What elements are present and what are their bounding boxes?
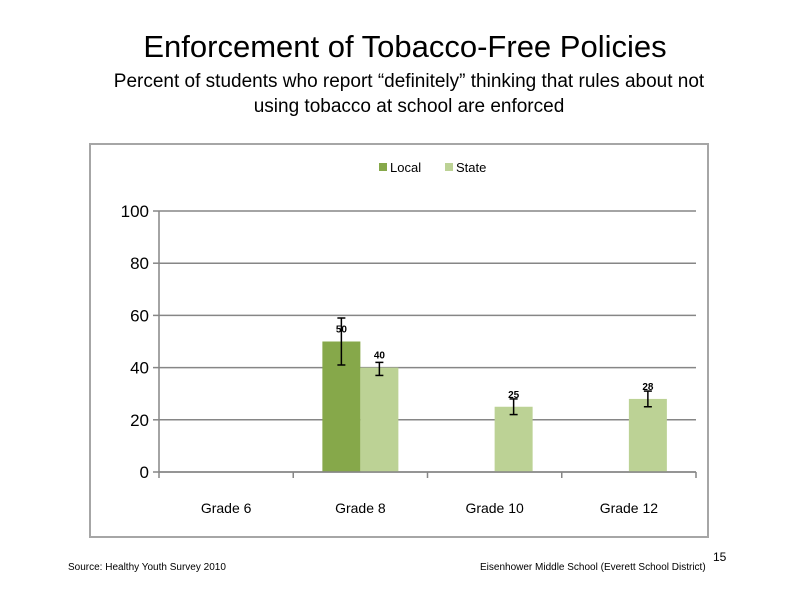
x-tick-label: Grade 6 <box>201 500 252 516</box>
bar-state <box>494 406 533 472</box>
legend-label-state: State <box>456 160 486 175</box>
x-tick-label: Grade 12 <box>600 500 659 516</box>
legend-swatch-state <box>445 163 453 171</box>
y-tick-label: 40 <box>130 359 149 378</box>
slide-subtitle: Percent of students who report “definite… <box>113 71 705 117</box>
chart-frame: 0 20 40 60 80 100 Grade 6 Grade 8 Grade 10 Grade … <box>89 143 709 538</box>
x-tick-label: Grade 8 <box>335 500 386 516</box>
data-label: 28 <box>642 382 654 393</box>
bar-chart: 0 20 40 60 80 100 Grade 6 Grade 8 Grade 10 Grade … <box>121 160 697 516</box>
footer-source: Source: Healthy Youth Survey 2010 <box>68 562 226 573</box>
data-label: 40 <box>374 351 386 362</box>
data-label: 25 <box>508 390 520 401</box>
y-tick-label: 20 <box>130 411 149 430</box>
y-tick-label: 60 <box>130 306 149 325</box>
bar-state <box>360 367 399 472</box>
bar-state <box>628 398 667 472</box>
legend-label-local: Local <box>390 160 421 175</box>
legend-swatch-local <box>379 163 387 171</box>
y-tick-label: 0 <box>140 463 149 482</box>
page-number: 15 <box>713 550 727 564</box>
data-label: 50 <box>336 325 348 336</box>
y-tick-label: 100 <box>121 202 149 221</box>
slide-title: Enforcement of Tobacco-Free Policies <box>143 29 667 64</box>
x-tick-label: Grade 10 <box>465 500 524 516</box>
footer-school: Eisenhower Middle School (Everett School… <box>480 562 706 573</box>
y-tick-label: 80 <box>130 254 149 273</box>
